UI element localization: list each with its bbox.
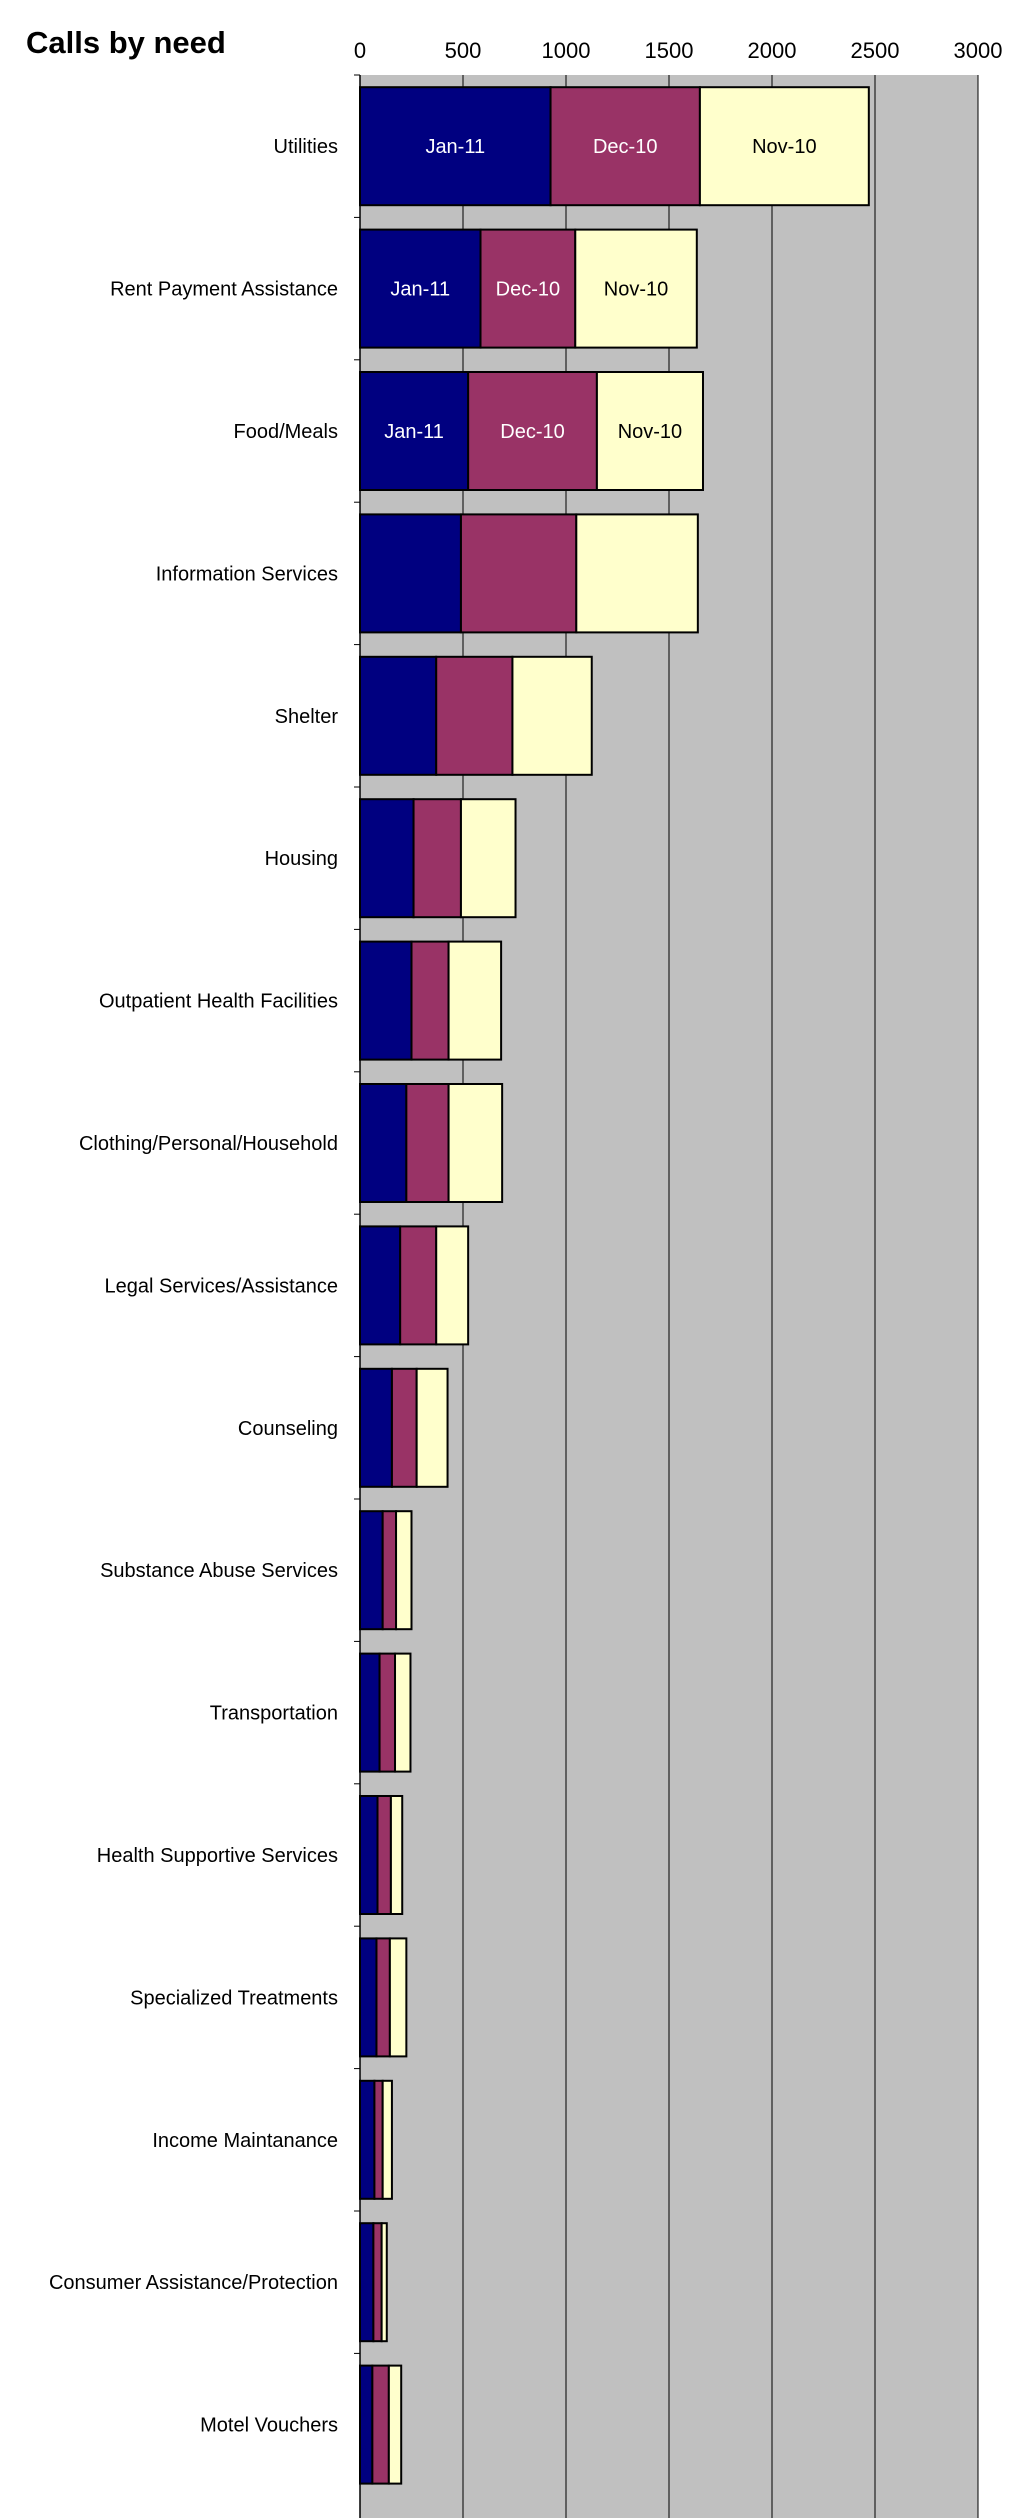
bar-segment-nov-10 bbox=[415, 1367, 449, 1488]
bar-segment-nov-10 bbox=[595, 371, 704, 491]
category-label: Legal Services/Assistance bbox=[105, 1275, 338, 1297]
bar-segment-nov-10 bbox=[380, 2222, 388, 2343]
bar-segment-dec-10 bbox=[371, 2364, 390, 2485]
category-label: Substance Abuse Services bbox=[100, 1560, 338, 1582]
category-labels: Utilities Rent Payment Assistance Food/Mea… bbox=[49, 74, 360, 2437]
bar-segment-dec-10 bbox=[479, 228, 577, 349]
category-label: Specialized Treatments bbox=[130, 1987, 338, 2009]
bar-segment-jan-11 bbox=[359, 2222, 375, 2343]
bar-segment-nov-10 bbox=[459, 798, 517, 919]
bar-segment-dec-10 bbox=[376, 1795, 392, 1915]
bar-segment-dec-10 bbox=[378, 1652, 397, 1773]
bar-segment-dec-10 bbox=[467, 371, 598, 491]
bar-segment-dec-10 bbox=[381, 1510, 398, 1631]
bar-segment-nov-10 bbox=[394, 1652, 412, 1773]
bar-segment-label: Jan-11 bbox=[390, 279, 450, 301]
bar-segment-label: Jan-11 bbox=[384, 421, 444, 443]
x-tick-label: 1500 bbox=[645, 38, 694, 63]
bar-segment-nov-10 bbox=[395, 1510, 413, 1631]
bar-segment-nov-10 bbox=[447, 940, 503, 1061]
bar-segment-dec-10 bbox=[390, 1367, 418, 1488]
bar-segment-jan-11 bbox=[359, 1937, 378, 2058]
bar-segment-jan-11 bbox=[359, 228, 482, 349]
category-label: Rent Payment Assistance bbox=[110, 279, 338, 301]
bar-segment-jan-11 bbox=[359, 655, 438, 776]
bar-segment-jan-11 bbox=[359, 86, 552, 207]
bar-segment-jan-11 bbox=[359, 513, 462, 634]
bar-segment-nov-10 bbox=[511, 655, 593, 776]
category-label: Food/Meals bbox=[234, 421, 339, 443]
x-tick-label: 0 bbox=[354, 38, 366, 63]
bar-segment-jan-11 bbox=[359, 1510, 384, 1631]
x-tick-label: 3000 bbox=[954, 38, 1003, 63]
bar-segment-dec-10 bbox=[405, 1083, 450, 1203]
bar-segment-dec-10 bbox=[459, 513, 578, 634]
bar-segment-nov-10 bbox=[381, 2079, 393, 2200]
bar-segment-nov-10 bbox=[447, 1083, 504, 1203]
bar-segment-label: Nov-10 bbox=[618, 421, 682, 443]
bar-segment-nov-10 bbox=[575, 513, 699, 634]
category-label: Utilities bbox=[274, 136, 338, 158]
x-axis-ticks: 0 500 1000 1500 2000 2500 3000 bbox=[354, 38, 1003, 63]
bar-segment-dec-10 bbox=[412, 798, 462, 919]
bar-segment-jan-11 bbox=[359, 1367, 393, 1488]
bar-segment-jan-11 bbox=[359, 2079, 376, 2200]
bar-segment-nov-10 bbox=[698, 86, 870, 207]
bar-segment-label: Jan-11 bbox=[425, 136, 485, 158]
bar-segment-label: Dec-10 bbox=[500, 421, 564, 443]
bar-segment-dec-10 bbox=[372, 2222, 383, 2343]
bar-segment-label: Dec-10 bbox=[496, 279, 560, 301]
bar-segment-label: Nov-10 bbox=[752, 136, 816, 158]
bar-segment-label: Nov-10 bbox=[604, 279, 668, 301]
bar-segment-nov-10 bbox=[389, 1795, 404, 1915]
category-label: Motel Vouchers bbox=[200, 2415, 338, 2437]
bar-segment-nov-10 bbox=[388, 1937, 408, 2058]
category-label: Income Maintanance bbox=[152, 2130, 338, 2152]
bar-segment-jan-11 bbox=[359, 1225, 402, 1346]
bar-segment-jan-11 bbox=[359, 2364, 374, 2485]
bar-segment-jan-11 bbox=[359, 798, 415, 919]
bar-segment-dec-10 bbox=[549, 86, 701, 207]
category-label: Shelter bbox=[275, 706, 339, 728]
x-tick-label: 2500 bbox=[851, 38, 900, 63]
category-label: Consumer Assistance/Protection bbox=[49, 2272, 338, 2294]
bar-segment-nov-10 bbox=[435, 1225, 470, 1346]
bar-segment-jan-11 bbox=[359, 371, 470, 491]
bar-segment-dec-10 bbox=[399, 1225, 438, 1346]
bar-segment-label: Dec-10 bbox=[593, 136, 657, 158]
bar-segment-jan-11 bbox=[359, 940, 413, 1061]
bars: Jan-11 Dec-10 Nov-10 Jan-11 Dec-10 Nov-10 Jan-… bbox=[359, 86, 870, 2485]
chart-title: Calls by need bbox=[26, 25, 226, 60]
bar-segment-nov-10 bbox=[574, 228, 698, 349]
x-tick-label: 500 bbox=[445, 38, 482, 63]
bar-segment-dec-10 bbox=[410, 940, 450, 1061]
category-label: Information Services bbox=[156, 563, 338, 585]
category-label: Transportation bbox=[210, 1703, 338, 1725]
category-label: Housing bbox=[265, 848, 338, 870]
bar-segment-jan-11 bbox=[359, 1083, 408, 1203]
bar-segment-nov-10 bbox=[387, 2364, 403, 2485]
category-label: Outpatient Health Facilities bbox=[99, 991, 338, 1013]
bar-segment-jan-11 bbox=[359, 1795, 379, 1915]
category-label: Health Supportive Services bbox=[97, 1845, 338, 1867]
category-label: Counseling bbox=[238, 1418, 338, 1440]
bar-segment-dec-10 bbox=[435, 655, 514, 776]
bar-segment-dec-10 bbox=[375, 1937, 391, 2058]
bar-segment-dec-10 bbox=[373, 2079, 384, 2200]
x-tick-label: 1000 bbox=[542, 38, 591, 63]
x-tick-label: 2000 bbox=[748, 38, 797, 63]
bar-segment-jan-11 bbox=[359, 1652, 381, 1773]
category-label: Clothing/Personal/Household bbox=[79, 1133, 338, 1155]
